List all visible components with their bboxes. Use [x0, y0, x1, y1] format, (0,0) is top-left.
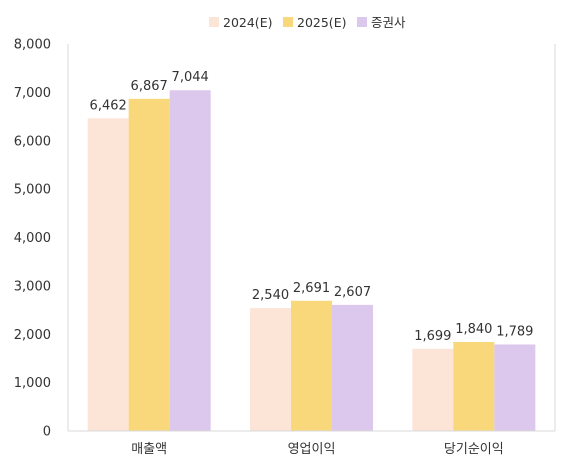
data-label: 2,540	[252, 288, 289, 303]
legend-label: 2025(E)	[297, 15, 346, 30]
bars: 6,462 6,867 7,044 2,540 2,691 2,607 1,699 1,840…	[87, 70, 536, 432]
data-label: 1,840	[455, 322, 492, 337]
legend: 2024(E) 2025(E) 증권사	[209, 15, 406, 30]
y-tick-label: 8,000	[14, 38, 51, 53]
y-tick-label: 3,000	[14, 279, 51, 294]
bar-2-3	[453, 341, 495, 431]
y-tick-label: 2,000	[14, 328, 51, 343]
data-label: 2,691	[293, 281, 330, 296]
legend-swatch-2	[283, 17, 293, 27]
x-category-label: 영업이익	[288, 442, 336, 457]
y-tick-label: 6,000	[14, 134, 51, 149]
y-tick-label: 0	[43, 425, 51, 440]
legend-label: 2024(E)	[223, 15, 272, 30]
data-label: 1,699	[414, 329, 451, 344]
bar-1-3	[412, 348, 454, 431]
legend-swatch-3	[357, 17, 367, 27]
data-label: 6,867	[131, 79, 168, 94]
y-tick-label: 7,000	[14, 86, 51, 101]
legend-swatch-1	[209, 17, 219, 27]
bar-3-3	[494, 344, 536, 431]
y-tick-label: 4,000	[14, 231, 51, 246]
data-label: 2,607	[334, 285, 371, 300]
x-category-label: 당기순이익	[444, 442, 504, 457]
x-axis: 매출액 영업이익 당기순이익	[68, 430, 555, 457]
bar-1-2	[250, 308, 291, 431]
data-label: 6,462	[90, 98, 127, 113]
bar-1-1	[87, 118, 129, 431]
data-label: 1,789	[496, 324, 533, 339]
y-tick-label: 5,000	[14, 183, 51, 198]
data-label: 7,044	[172, 70, 209, 85]
y-axis: 0 1,000 2,000 3,000 4,000 5,000 6,000 7,000 8,00…	[14, 38, 556, 440]
bar-3-1	[169, 90, 211, 432]
legend-label: 증권사	[371, 15, 406, 30]
bar-3-2	[332, 304, 373, 431]
y-tick-label: 1,000	[14, 376, 51, 391]
bar-2-2	[291, 300, 332, 431]
bar-2-1	[128, 98, 170, 432]
x-category-label: 매출액	[131, 442, 167, 457]
